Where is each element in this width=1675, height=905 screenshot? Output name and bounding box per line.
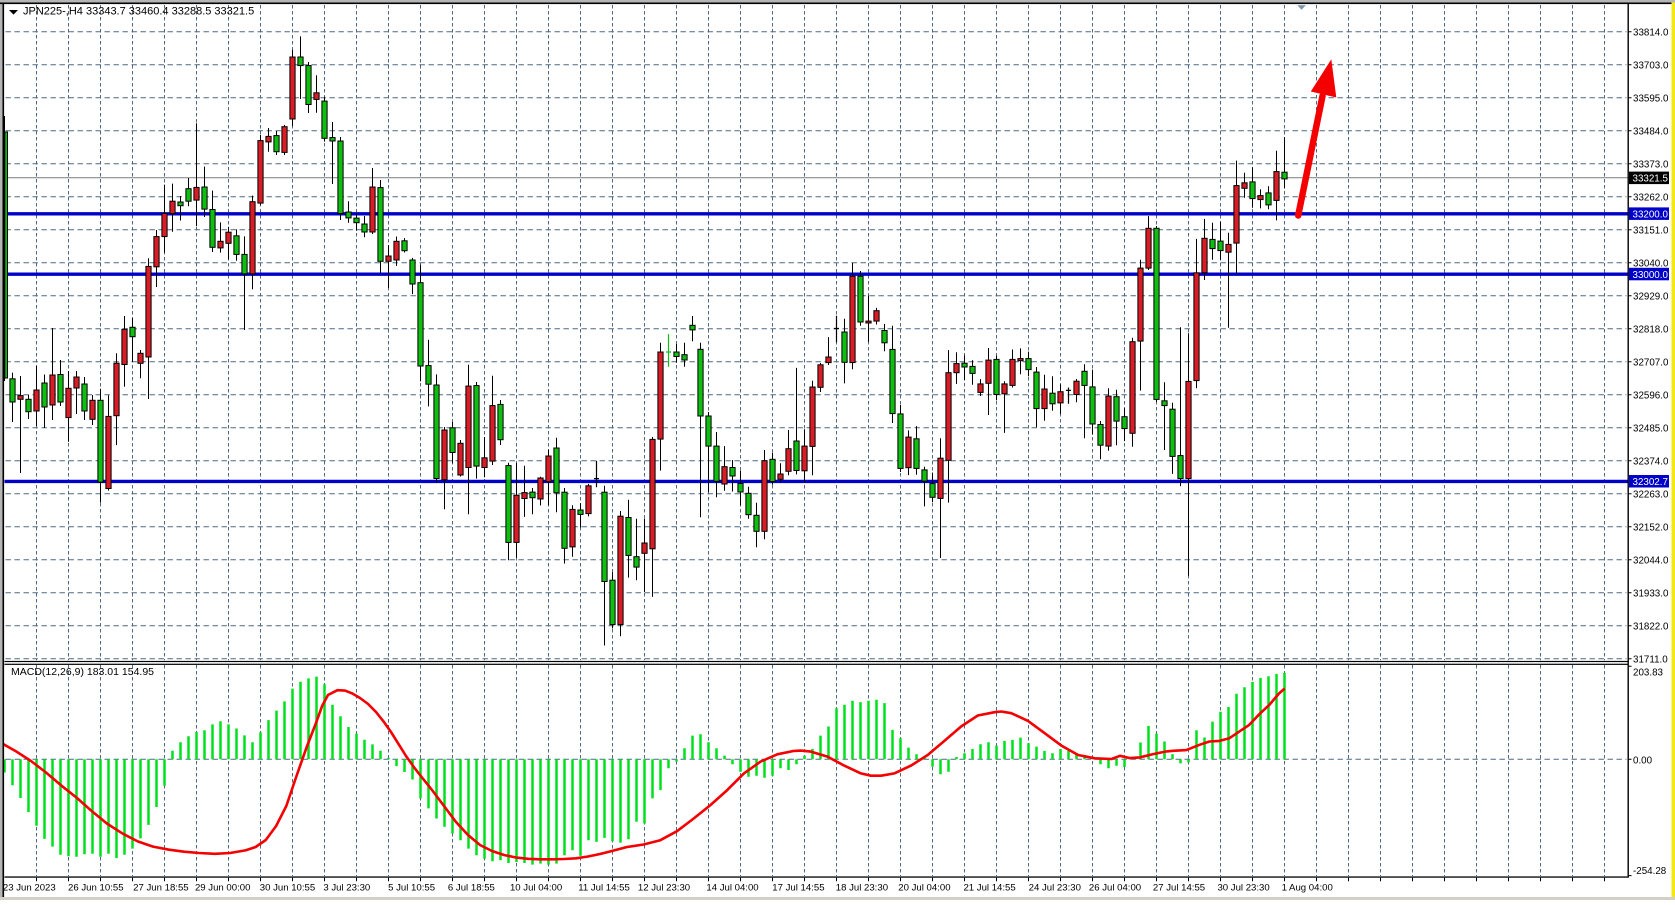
svg-text:33000.0: 33000.0 [1633,270,1669,281]
svg-text:5 Jul 10:55: 5 Jul 10:55 [388,883,435,894]
svg-text:MACD(12,26,9) 183.01 154.95: MACD(12,26,9) 183.01 154.95 [11,666,154,678]
svg-text:27 Jul 14:55: 27 Jul 14:55 [1153,883,1205,894]
svg-text:17 Jul 14:55: 17 Jul 14:55 [772,883,824,894]
svg-text:31711.0: 31711.0 [1633,655,1668,666]
svg-text:11 Jul 14:55: 11 Jul 14:55 [578,883,630,894]
svg-text:203.83: 203.83 [1633,668,1664,679]
svg-text:29 Jun 00:00: 29 Jun 00:00 [195,883,250,894]
svg-text:1 Aug 04:00: 1 Aug 04:00 [1282,883,1333,894]
svg-text:32818.0: 32818.0 [1633,325,1669,336]
svg-text:32707.0: 32707.0 [1633,358,1669,369]
svg-text:-254.28: -254.28 [1633,866,1667,877]
svg-text:JPN225-,H4 33343.7 33460.4 33: JPN225-,H4 33343.7 33460.4 33288.5 33321… [23,6,254,18]
svg-text:31933.0: 31933.0 [1633,589,1669,600]
svg-text:3 Jul 23:30: 3 Jul 23:30 [323,883,370,894]
svg-text:18 Jul 23:30: 18 Jul 23:30 [836,883,888,894]
svg-text:32485.0: 32485.0 [1633,424,1669,435]
svg-text:30 Jul 23:30: 30 Jul 23:30 [1217,883,1269,894]
svg-text:33373.0: 33373.0 [1633,160,1669,171]
svg-text:33321.5: 33321.5 [1633,174,1669,185]
svg-text:33814.0: 33814.0 [1633,28,1669,39]
svg-text:27 Jun 18:55: 27 Jun 18:55 [133,883,188,894]
svg-text:10 Jul 04:00: 10 Jul 04:00 [510,883,562,894]
svg-text:33200.0: 33200.0 [1633,209,1669,220]
svg-text:31822.0: 31822.0 [1633,622,1669,633]
svg-text:32596.0: 32596.0 [1633,391,1669,402]
svg-text:33595.0: 33595.0 [1633,94,1669,105]
svg-text:20 Jul 04:00: 20 Jul 04:00 [898,883,950,894]
svg-text:23 Jun 2023: 23 Jun 2023 [3,883,56,894]
svg-text:24 Jul 23:30: 24 Jul 23:30 [1029,883,1081,894]
svg-text:33703.0: 33703.0 [1633,61,1669,72]
svg-text:12 Jul 23:30: 12 Jul 23:30 [638,883,690,894]
svg-text:32302.7: 32302.7 [1633,477,1668,488]
svg-text:26 Jun 10:55: 26 Jun 10:55 [68,883,123,894]
svg-text:32263.0: 32263.0 [1633,490,1669,501]
svg-text:30 Jun 10:55: 30 Jun 10:55 [260,883,315,894]
svg-text:33151.0: 33151.0 [1633,226,1669,237]
svg-text:32929.0: 32929.0 [1633,292,1669,303]
svg-text:26 Jul 04:00: 26 Jul 04:00 [1089,883,1141,894]
svg-text:33262.0: 33262.0 [1633,193,1669,204]
svg-text:32374.0: 32374.0 [1633,457,1669,468]
svg-text:32044.0: 32044.0 [1633,556,1669,567]
svg-text:33484.0: 33484.0 [1633,127,1669,138]
svg-text:0.00: 0.00 [1633,755,1653,766]
svg-text:14 Jul 04:00: 14 Jul 04:00 [706,883,758,894]
svg-text:21 Jul 14:55: 21 Jul 14:55 [963,883,1015,894]
svg-text:6 Jul 18:55: 6 Jul 18:55 [448,883,495,894]
svg-text:32152.0: 32152.0 [1633,523,1669,534]
